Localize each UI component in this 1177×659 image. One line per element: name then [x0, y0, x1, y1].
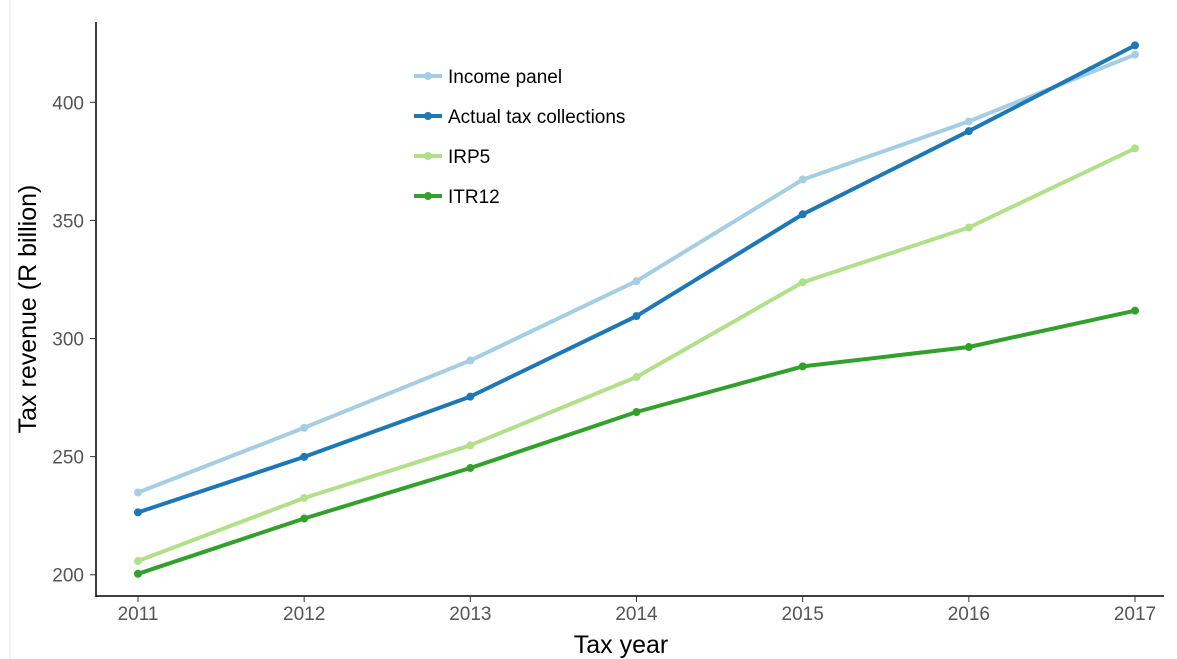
data-point — [798, 278, 807, 287]
y-tick-label: 300 — [52, 330, 84, 351]
data-point — [1131, 306, 1139, 315]
x-tick-label: 2013 — [449, 604, 491, 625]
legend-label: ITR12 — [448, 187, 500, 208]
data-point — [798, 362, 807, 371]
legend-swatch-point — [424, 192, 432, 200]
x-axis-title: Tax year — [574, 631, 668, 659]
x-tick-label: 2012 — [283, 604, 325, 625]
data-point — [134, 569, 142, 578]
data-point — [632, 277, 641, 286]
y-tick-label: 250 — [52, 448, 84, 469]
data-point — [466, 392, 475, 401]
x-tick-label: 2015 — [782, 604, 824, 625]
data-point — [964, 117, 973, 126]
data-point — [632, 407, 641, 416]
legend-item: IRP5 — [414, 147, 490, 168]
data-point — [798, 210, 807, 219]
x-tick-label: 2016 — [948, 604, 990, 625]
data-point — [300, 514, 309, 523]
series-line — [136, 308, 1137, 576]
legend-swatch-point — [424, 152, 432, 160]
legend-item: Income panel — [414, 67, 562, 88]
series-layer — [134, 41, 1139, 578]
data-point — [466, 356, 475, 365]
series-3 — [134, 306, 1139, 578]
data-point — [1131, 41, 1139, 50]
data-point — [632, 373, 641, 382]
data-point — [632, 312, 641, 321]
legend-label: Actual tax collections — [448, 107, 625, 128]
legend-swatch-point — [424, 72, 432, 80]
legend-label: Income panel — [448, 67, 562, 88]
data-point — [466, 463, 475, 472]
series-2 — [134, 144, 1139, 566]
y-tick-label: 400 — [52, 93, 84, 114]
series-line — [136, 146, 1137, 563]
data-point — [1131, 144, 1139, 153]
data-point — [134, 508, 142, 517]
data-point — [798, 175, 807, 184]
data-point — [134, 488, 142, 497]
data-point — [466, 441, 475, 450]
data-point — [964, 343, 973, 352]
x-tick-label: 2017 — [1114, 604, 1156, 625]
legend-item: ITR12 — [414, 187, 500, 208]
x-tick-label: 2014 — [615, 604, 658, 625]
y-axis-title: Tax revenue (R billion) — [14, 185, 42, 434]
series-0 — [134, 50, 1139, 497]
x-tick-label: 2011 — [118, 604, 159, 625]
data-point — [300, 423, 309, 432]
data-point — [964, 127, 973, 136]
legend: Income panel Actual tax collections IRP5 IT… — [414, 67, 625, 208]
data-point — [964, 223, 973, 232]
data-point — [300, 452, 309, 461]
series-1 — [134, 41, 1139, 517]
y-tick-label: 350 — [52, 211, 84, 232]
data-point — [134, 557, 142, 566]
legend-swatch-point — [424, 112, 432, 120]
axes: 200 250 300 350 400 2011 2012 2013 2014 2015 2016 2… — [52, 22, 1164, 625]
data-point — [1131, 50, 1139, 59]
y-tick-label: 200 — [52, 566, 84, 587]
legend-item: Actual tax collections — [414, 107, 625, 128]
data-point — [300, 493, 309, 502]
legend-label: IRP5 — [448, 147, 490, 168]
